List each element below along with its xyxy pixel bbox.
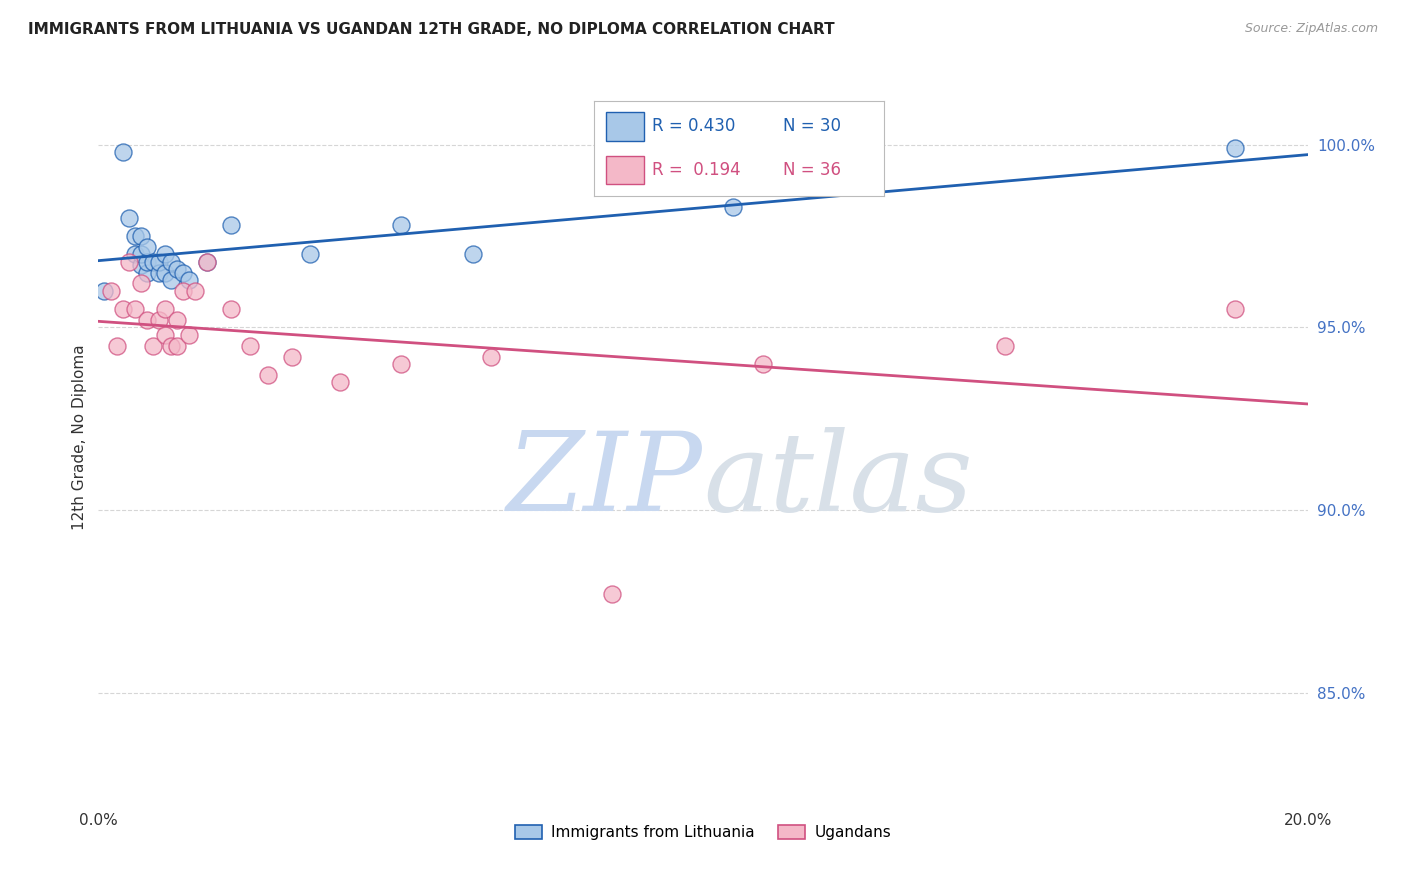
Point xyxy=(135,254,157,268)
Point xyxy=(148,313,170,327)
Point xyxy=(389,218,412,232)
Point xyxy=(1223,301,1246,317)
Point xyxy=(1223,141,1246,155)
Point xyxy=(100,284,122,298)
Point xyxy=(179,273,201,287)
Legend: Immigrants from Lithuania, Ugandans: Immigrants from Lithuania, Ugandans xyxy=(509,819,897,847)
Point xyxy=(93,284,115,298)
Point xyxy=(153,327,176,342)
Text: IMMIGRANTS FROM LITHUANIA VS UGANDAN 12TH GRADE, NO DIPLOMA CORRELATION CHART: IMMIGRANTS FROM LITHUANIA VS UGANDAN 12T… xyxy=(28,22,835,37)
Point xyxy=(166,313,188,327)
Point xyxy=(221,301,243,317)
Point xyxy=(166,339,188,353)
Point xyxy=(124,301,146,317)
Point xyxy=(124,228,146,243)
Point xyxy=(299,247,322,261)
Point xyxy=(148,265,170,279)
Point xyxy=(153,265,176,279)
Point xyxy=(239,339,262,353)
Text: ZIP: ZIP xyxy=(508,427,703,534)
Point xyxy=(111,145,134,159)
Point xyxy=(124,247,146,261)
Point xyxy=(160,339,183,353)
Point xyxy=(463,247,485,261)
Point xyxy=(172,265,194,279)
Point xyxy=(129,258,152,272)
Point xyxy=(994,339,1017,353)
Point xyxy=(723,200,745,214)
Point xyxy=(172,284,194,298)
Point xyxy=(153,247,176,261)
Point xyxy=(135,265,157,279)
Point xyxy=(129,277,152,291)
Point xyxy=(752,357,775,371)
Point xyxy=(389,357,412,371)
Point xyxy=(153,301,176,317)
Text: atlas: atlas xyxy=(703,427,973,534)
Point xyxy=(111,301,134,317)
Point xyxy=(142,254,165,268)
Point xyxy=(481,350,503,364)
Point xyxy=(135,240,157,254)
Point xyxy=(105,339,128,353)
Point xyxy=(166,261,188,276)
Point xyxy=(118,211,141,225)
Point xyxy=(195,254,218,268)
Point xyxy=(160,273,183,287)
Point xyxy=(160,254,183,268)
Point xyxy=(184,284,207,298)
Point xyxy=(602,587,624,601)
Point xyxy=(142,339,165,353)
Point xyxy=(179,327,201,342)
Point xyxy=(129,247,152,261)
Point xyxy=(118,254,141,268)
Point xyxy=(195,254,218,268)
Point xyxy=(256,368,278,382)
Point xyxy=(129,228,152,243)
Point xyxy=(221,218,243,232)
Point xyxy=(148,254,170,268)
Point xyxy=(329,375,352,389)
Y-axis label: 12th Grade, No Diploma: 12th Grade, No Diploma xyxy=(72,344,87,530)
Point xyxy=(135,313,157,327)
Text: Source: ZipAtlas.com: Source: ZipAtlas.com xyxy=(1244,22,1378,36)
Point xyxy=(281,350,304,364)
